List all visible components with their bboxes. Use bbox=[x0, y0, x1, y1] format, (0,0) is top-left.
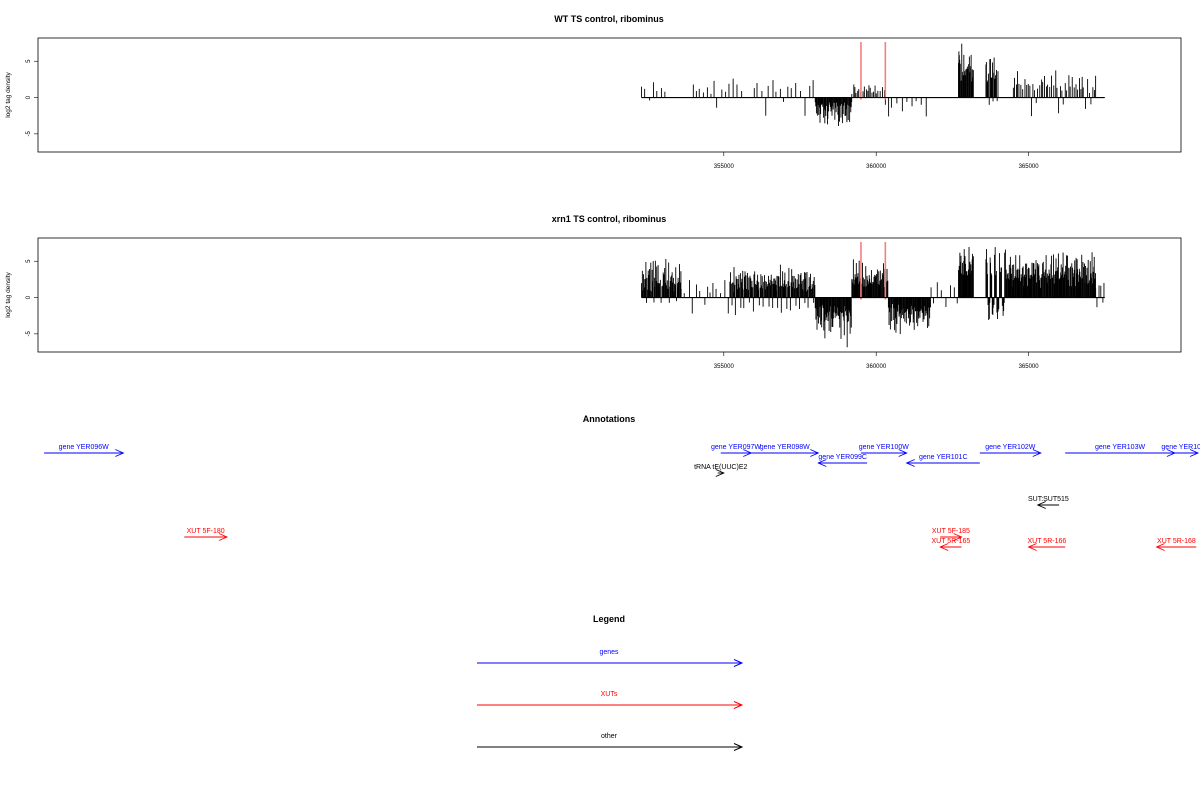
feature-label: gene YER101C bbox=[919, 454, 968, 461]
feature-arrowhead bbox=[115, 449, 125, 457]
feature-arrowhead bbox=[1166, 449, 1177, 457]
feature-label: gene YER103W bbox=[1095, 444, 1145, 451]
feature-label: gene YER099C bbox=[818, 454, 867, 461]
feature-arrowhead bbox=[898, 449, 908, 457]
wt-y-axis-label: log2 tag density bbox=[5, 71, 12, 117]
feature-label: gene YER104W bbox=[1161, 444, 1200, 451]
feature-arrowhead bbox=[1036, 501, 1046, 509]
wt-marker-lines bbox=[860, 42, 887, 100]
y-tick-label: 5 bbox=[26, 59, 32, 63]
feature-label: gene YER100W bbox=[859, 444, 909, 451]
feature-arrowhead bbox=[939, 543, 949, 551]
xrn1-marker-lines bbox=[860, 242, 887, 300]
legend-items: genes XUTs other bbox=[477, 649, 744, 751]
annotation-feature: gene YER098W bbox=[751, 444, 820, 457]
legend-label: XUTs bbox=[601, 691, 618, 698]
xrn1-coverage-panel: xrn1 TS control, ribominus log2 tag dens… bbox=[5, 214, 1182, 370]
legend-arrowhead bbox=[733, 659, 744, 667]
feature-arrowhead bbox=[1032, 449, 1042, 457]
legend-label: genes bbox=[599, 649, 619, 656]
annotation-feature: SUT:SUT515 bbox=[1028, 496, 1069, 509]
annotation-feature: gene YER099C bbox=[817, 454, 868, 467]
annotation-feature: gene YER100W bbox=[859, 444, 909, 457]
y-tick-label: -5 bbox=[26, 131, 32, 137]
x-tick-label: 365000 bbox=[1019, 364, 1040, 370]
feature-label: gene YER102W bbox=[985, 444, 1035, 451]
wt-y-axis: -5 0 5 bbox=[26, 59, 38, 137]
feature-label: XUT 5R-165 bbox=[931, 538, 970, 545]
x-tick-label: 355000 bbox=[714, 364, 735, 370]
feature-label: gene YER096W bbox=[59, 444, 109, 451]
legend-item: XUTs bbox=[477, 691, 744, 709]
annotation-feature: gene YER101C bbox=[905, 454, 980, 467]
feature-arrowhead bbox=[1189, 449, 1200, 457]
xrn1-x-axis: 355000 360000 365000 bbox=[714, 352, 1039, 370]
xrn1-y-axis-label: log2 tag density bbox=[5, 271, 12, 317]
annotation-feature: gene YER104W bbox=[1161, 444, 1200, 457]
legend-arrowhead bbox=[733, 743, 744, 751]
annotation-feature: gene YER097W bbox=[711, 444, 761, 457]
legend-item: genes bbox=[477, 649, 744, 667]
y-tick-label: 0 bbox=[26, 295, 32, 299]
xrn1-plot-frame bbox=[37, 237, 1182, 353]
feature-arrowhead bbox=[905, 459, 915, 467]
legend-title: Legend bbox=[593, 614, 625, 624]
feature-label: gene YER098W bbox=[760, 444, 810, 451]
wt-plot-frame bbox=[37, 37, 1182, 153]
x-tick-label: 355000 bbox=[714, 164, 735, 170]
x-tick-label: 360000 bbox=[866, 164, 887, 170]
annotations-title: Annotations bbox=[583, 414, 636, 424]
feature-label: XUT 5R-168 bbox=[1157, 538, 1196, 545]
y-tick-label: -5 bbox=[26, 331, 32, 337]
feature-label: SUT:SUT515 bbox=[1028, 496, 1069, 503]
feature-label: XUT 5F-185 bbox=[932, 528, 970, 535]
annotation-feature: XUT 5R-165 bbox=[931, 538, 970, 551]
xrn1-coverage-bars bbox=[641, 246, 1105, 348]
x-tick-label: 360000 bbox=[866, 364, 887, 370]
legend-item: other bbox=[477, 733, 744, 751]
feature-label: gene YER097W bbox=[711, 444, 761, 451]
legend-arrowhead bbox=[733, 701, 744, 709]
feature-arrowhead bbox=[810, 449, 820, 457]
feature-arrowhead bbox=[715, 469, 725, 477]
feature-arrowhead bbox=[953, 533, 963, 541]
feature-arrowhead bbox=[1155, 543, 1165, 551]
wt-panel-title: WT TS control, ribominus bbox=[554, 14, 664, 24]
annotation-feature: XUT 5R-166 bbox=[1027, 538, 1066, 551]
annotation-feature: gene YER096W bbox=[44, 444, 125, 457]
xrn1-y-axis: -5 0 5 bbox=[26, 259, 38, 337]
wt-x-axis: 355000 360000 365000 bbox=[714, 152, 1039, 170]
annotation-feature: tRNA tE(UUC)E2 bbox=[694, 464, 747, 477]
xrn1-panel-title: xrn1 TS control, ribominus bbox=[552, 214, 667, 224]
annotation-feature: gene YER102W bbox=[979, 444, 1042, 457]
feature-arrowhead bbox=[817, 459, 827, 467]
legend: Legend genes XUTs other bbox=[477, 614, 744, 751]
wt-coverage-panel: WT TS control, ribominus log2 tag densit… bbox=[5, 14, 1182, 170]
wt-coverage-bars bbox=[641, 43, 1097, 126]
feature-arrowhead bbox=[218, 533, 229, 541]
feature-label: XUT 5F-180 bbox=[187, 528, 225, 535]
legend-label: other bbox=[601, 733, 618, 740]
feature-label: XUT 5R-166 bbox=[1027, 538, 1066, 545]
annotations-track: Annotations gene YER096W gene YER097Wgene… bbox=[44, 414, 1200, 551]
feature-arrowhead bbox=[1027, 543, 1037, 551]
y-tick-label: 5 bbox=[26, 259, 32, 263]
annotation-feature: XUT 5R-168 bbox=[1155, 538, 1197, 551]
annotation-feature: gene YER103W bbox=[1065, 444, 1177, 457]
y-tick-label: 0 bbox=[26, 95, 32, 99]
annotation-feature: XUT 5F-180 bbox=[184, 528, 229, 541]
annotation-feature: XUT 5F-185 bbox=[932, 528, 970, 541]
feature-label: tRNA tE(UUC)E2 bbox=[694, 464, 747, 471]
x-tick-label: 365000 bbox=[1019, 164, 1040, 170]
